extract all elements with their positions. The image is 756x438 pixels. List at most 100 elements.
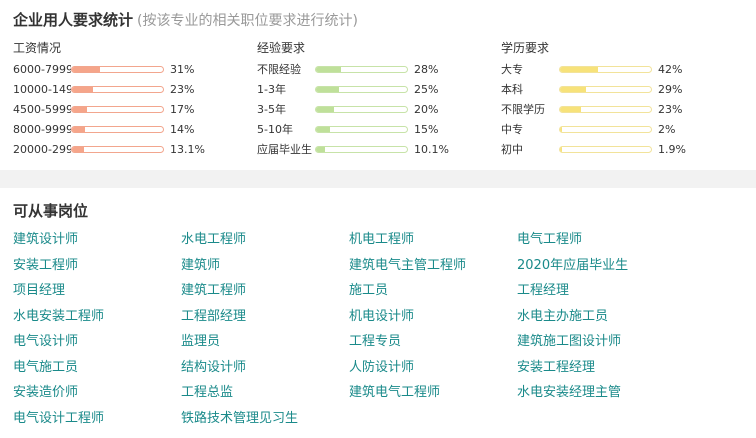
stat-percent: 25% (414, 83, 439, 96)
education-stat-row: 大专 42% (501, 60, 736, 80)
stat-percent: 29% (658, 83, 683, 96)
stat-percent: 17% (170, 103, 195, 116)
education-heading: 学历要求 (501, 41, 550, 55)
experience-stat-row: 1-3年 25% (257, 80, 492, 100)
stat-bar-fill (560, 107, 581, 112)
experience-heading: 经验要求 (257, 41, 306, 55)
job-link[interactable]: 建筑施工图设计师 (517, 334, 622, 349)
job-link[interactable]: 人防设计师 (349, 359, 415, 375)
stat-percent: 10.1% (414, 143, 449, 156)
stat-bar (71, 146, 164, 153)
job-link[interactable]: 水电主办施工员 (517, 308, 609, 324)
job-link[interactable]: 机电设计师 (349, 308, 415, 324)
stat-bar (71, 106, 164, 113)
stat-label: 20000-299 (13, 143, 71, 156)
stat-percent: 42% (658, 63, 683, 76)
job-link[interactable]: 水电安装经理主管 (517, 385, 622, 400)
stat-percent: 31% (170, 63, 195, 76)
job-link[interactable]: 电气工程师 (517, 232, 583, 247)
stat-bar-fill (560, 87, 587, 92)
stat-percent: 15% (414, 123, 439, 136)
job-link[interactable]: 施工员 (349, 283, 389, 298)
job-link[interactable]: 电气施工员 (13, 359, 79, 375)
stat-bar-fill (560, 127, 562, 132)
experience-stat-row: 不限经验 28% (257, 60, 492, 80)
job-link[interactable]: 项目经理 (13, 283, 66, 298)
salary-stat-row: 8000-9999 14% (13, 120, 248, 140)
stat-label: 8000-9999 (13, 123, 71, 136)
stat-bar (71, 66, 164, 73)
stat-bar-fill (72, 127, 85, 132)
job-link[interactable]: 建筑工程师 (181, 283, 247, 298)
jobs-section: 可从事岗位 建筑设计师 水电工程师 机电工程师 电气工程师安装工程师 建筑师 建筑电气主管… (0, 188, 756, 438)
stat-percent: 13.1% (170, 143, 205, 156)
stat-bar-fill (316, 127, 330, 132)
stat-percent: 1.9% (658, 143, 686, 156)
stat-label: 应届毕业生 (257, 143, 312, 156)
stat-label: 不限学历 (501, 103, 545, 116)
stat-bar-fill (316, 147, 326, 152)
experience-stat-row: 5-10年 15% (257, 120, 492, 140)
stat-bar (315, 146, 408, 153)
stat-label: 不限经验 (257, 63, 301, 76)
education-stats-column: 学历要求大专 42% 本科 29% 不限学历 23% 中专 2% 初中 1.9% (501, 40, 736, 160)
job-link[interactable]: 水电安装工程师 (13, 308, 105, 324)
stat-bar-fill (316, 87, 339, 92)
stat-bar (559, 146, 652, 153)
job-link[interactable]: 建筑设计师 (13, 232, 79, 247)
jobs-title: 可从事岗位 (13, 202, 89, 220)
stat-bar (315, 66, 408, 73)
job-link[interactable]: 工程经理 (517, 283, 570, 298)
experience-stat-row: 3-5年 20% (257, 100, 492, 120)
stat-bar-fill (72, 87, 93, 92)
stat-bar-fill (72, 107, 88, 112)
job-link[interactable]: 建筑师 (181, 257, 221, 273)
stat-bar-fill (72, 147, 84, 152)
stat-label: 本科 (501, 83, 523, 96)
stat-label: 4500-5999 (13, 103, 71, 116)
salary-stats-column: 工资情况 6000-7999 31% 10000-149 23% 4500-5999 17%… (13, 40, 248, 160)
stats-title-text: 企业用人要求统计 (13, 11, 134, 29)
job-link[interactable]: 机电工程师 (349, 232, 415, 247)
job-link[interactable]: 2020年应届毕业生 (517, 257, 629, 273)
experience-stat-row: 应届毕业生 10.1% (257, 140, 492, 160)
education-stat-row: 初中 1.9% (501, 140, 736, 160)
stat-bar-fill (72, 67, 101, 72)
job-link[interactable]: 工程专员 (349, 334, 402, 349)
salary-stat-row: 10000-149 23% (13, 80, 248, 100)
job-link[interactable]: 工程部经理 (181, 308, 247, 324)
requirement-stats-section: 企业用人要求统计 (按该专业的相关职位要求进行统计) 工资情况 6000-7999 3… (0, 0, 756, 170)
education-stat-row: 中专 2% (501, 120, 736, 140)
stat-bar-fill (560, 147, 562, 152)
stat-bar (559, 126, 652, 133)
job-link[interactable]: 安装造价师 (13, 385, 79, 400)
education-stat-row: 不限学历 23% (501, 100, 736, 120)
job-link[interactable]: 水电工程师 (181, 232, 247, 247)
stat-bar-fill (316, 107, 335, 112)
stat-bar-fill (316, 67, 342, 72)
salary-stat-row: 4500-5999 17% (13, 100, 248, 120)
stats-subtitle: (按该专业的相关职位要求进行统计) (137, 13, 358, 29)
stat-label: 6000-7999 (13, 63, 71, 76)
stat-bar (71, 126, 164, 133)
job-link[interactable]: 电气设计师 (13, 334, 79, 349)
job-link[interactable]: 监理员 (181, 334, 221, 349)
stat-percent: 23% (170, 83, 195, 96)
stat-bar (315, 126, 408, 133)
job-link[interactable]: 结构设计师 (181, 359, 247, 375)
job-link[interactable]: 工程总监 (181, 385, 234, 400)
stat-percent: 23% (658, 103, 683, 116)
education-stat-row: 本科 29% (501, 80, 736, 100)
job-link[interactable]: 建筑电气工程师 (349, 385, 441, 400)
stat-label: 10000-149 (13, 83, 71, 96)
stat-label: 中专 (501, 123, 523, 136)
salary-stat-row: 6000-7999 31% (13, 60, 248, 80)
stat-label: 1-3年 (257, 83, 286, 96)
job-link[interactable]: 安装工程师 (13, 257, 79, 273)
job-link[interactable]: 铁路技术管理见习生 (181, 410, 299, 426)
stat-label: 初中 (501, 143, 523, 156)
stats-title: 企业用人要求统计 (按该专业的相关职位要求进行统计) (13, 9, 358, 30)
job-link[interactable]: 安装工程经理 (517, 359, 596, 375)
job-link[interactable]: 电气设计工程师 (13, 410, 105, 426)
job-link[interactable]: 建筑电气主管工程师 (349, 257, 467, 273)
